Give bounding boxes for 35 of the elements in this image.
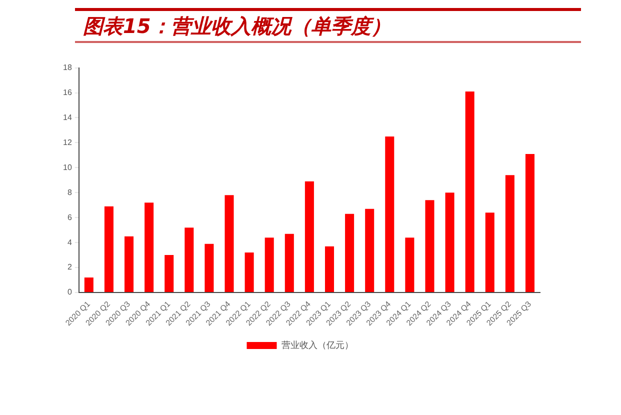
bar — [445, 192, 454, 292]
y-tick-label: 16 — [62, 88, 72, 97]
y-tick-label: 2 — [67, 262, 72, 272]
chart-title: 图表15：营业收入概况（单季度） — [75, 8, 581, 43]
bar — [465, 92, 474, 292]
bar — [365, 208, 374, 292]
y-tick-label: 18 — [62, 63, 72, 72]
bar — [324, 246, 334, 292]
bar — [124, 236, 134, 292]
bar — [104, 206, 114, 292]
y-tick-label: 6 — [67, 212, 72, 222]
bar — [264, 238, 274, 292]
bar — [164, 255, 174, 292]
y-tick-label: 14 — [62, 112, 72, 122]
y-tick-label: 12 — [62, 138, 72, 147]
bar — [244, 252, 254, 292]
bar — [204, 244, 214, 292]
bar — [304, 181, 314, 292]
bar — [505, 175, 514, 292]
y-tick-label: 4 — [67, 238, 72, 247]
y-tick-label: 10 — [62, 162, 72, 172]
bar — [385, 136, 394, 292]
bar — [144, 202, 154, 292]
bar — [525, 154, 534, 292]
bar — [84, 278, 94, 292]
y-tick-label: 8 — [67, 188, 72, 197]
bar — [184, 228, 194, 292]
bar — [425, 200, 434, 292]
bar — [224, 195, 234, 292]
legend-label: 营业收入（亿元） — [281, 340, 354, 350]
bar — [345, 214, 354, 292]
bar — [284, 234, 294, 292]
y-tick-label: 0 — [67, 288, 72, 297]
bar — [405, 238, 414, 292]
bar — [485, 212, 494, 292]
